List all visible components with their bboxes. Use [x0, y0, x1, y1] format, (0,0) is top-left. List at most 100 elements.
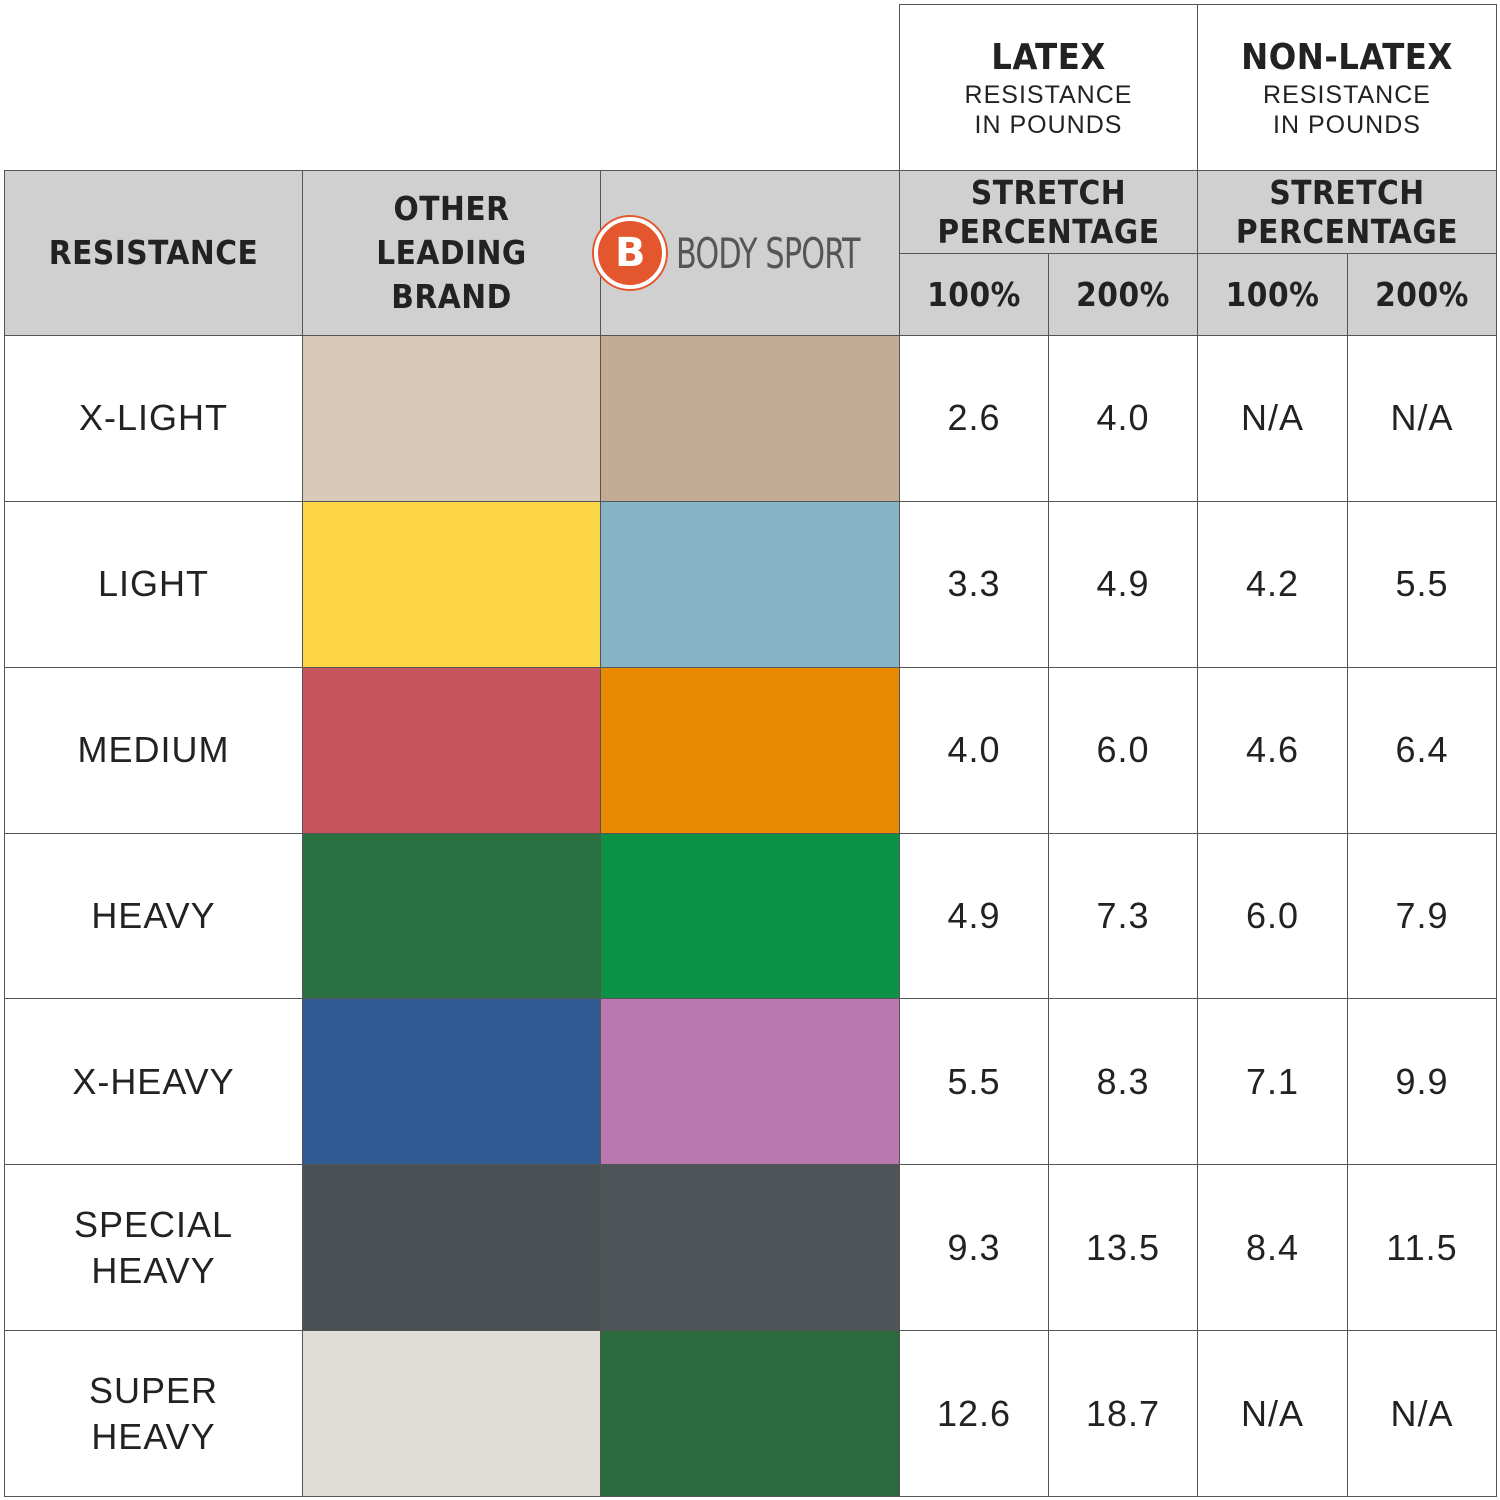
group-header: NON-LATEX RESISTANCE IN POUNDS	[1197, 4, 1497, 171]
stretch-header: STRETCH PERCENTAGE	[1197, 170, 1497, 254]
value: 9.3	[947, 1226, 1001, 1268]
value: N/A	[1240, 397, 1304, 439]
other-swatch	[302, 998, 601, 1166]
pct-header: 200%	[1347, 253, 1497, 336]
value: N/A	[1390, 397, 1454, 439]
bodysport-swatch	[600, 666, 900, 834]
value-cell: 5.5	[1347, 500, 1497, 668]
bodysport-swatch	[600, 1164, 900, 1332]
col-label: RESISTANCE	[48, 233, 259, 272]
value-cell: 7.1	[1197, 998, 1348, 1166]
value: 5.5	[947, 1060, 1001, 1102]
value-cell: 7.9	[1347, 832, 1497, 1000]
value-cell: 7.3	[1048, 832, 1198, 1000]
value-cell: 18.7	[1048, 1330, 1198, 1497]
value: 7.9	[1395, 894, 1449, 936]
value: 9.9	[1395, 1060, 1449, 1102]
resistance-label: SPECIAL HEAVY	[73, 1203, 234, 1291]
other-swatch	[302, 335, 601, 502]
value: 2.6	[947, 397, 1001, 439]
value-cell: 4.2	[1197, 500, 1348, 668]
resistance-label: SUPER HEAVY	[88, 1369, 219, 1457]
value-cell: 4.6	[1197, 666, 1348, 834]
value-cell: N/A	[1197, 335, 1348, 502]
value-cell: 6.0	[1048, 666, 1198, 834]
resistance-cell: HEAVY	[4, 832, 303, 1000]
group-header: LATEX RESISTANCE IN POUNDS	[899, 4, 1198, 171]
value: 5.5	[1395, 563, 1449, 605]
col-label: OTHER LEADING BRAND	[376, 189, 527, 316]
value: 7.1	[1245, 1060, 1300, 1102]
bodysport-swatch	[600, 1330, 900, 1497]
resistance-cell: LIGHT	[4, 500, 303, 668]
pct-label: 100%	[1225, 274, 1320, 314]
value-cell: 13.5	[1048, 1164, 1198, 1332]
value-cell: N/A	[1197, 1330, 1348, 1497]
resistance-label: HEAVY	[91, 894, 216, 936]
value-cell: 12.6	[899, 1330, 1049, 1497]
stretch-label: STRETCH PERCENTAGE	[1235, 173, 1459, 251]
bodysport-swatch	[600, 335, 900, 502]
value-cell: 4.0	[899, 666, 1049, 834]
logo-mark: B	[594, 217, 667, 289]
bodysport-swatch	[600, 998, 900, 1166]
value: N/A	[1240, 1392, 1304, 1434]
value: 11.5	[1386, 1226, 1458, 1268]
logo: B BODY SPORT	[594, 217, 906, 289]
value-cell: N/A	[1347, 335, 1497, 502]
value: 12.6	[936, 1392, 1012, 1434]
bodysport-swatch	[600, 500, 900, 668]
logo-text: BODY SPORT	[676, 228, 860, 278]
resistance-label: MEDIUM	[77, 729, 230, 771]
pct-header: 200%	[1048, 253, 1198, 336]
value-cell: 6.0	[1197, 832, 1348, 1000]
value-cell: 2.6	[899, 335, 1049, 502]
pct-header: 100%	[1197, 253, 1348, 336]
value-cell: 9.3	[899, 1164, 1049, 1332]
resistance-label: X-LIGHT	[78, 397, 228, 439]
value-cell: 9.9	[1347, 998, 1497, 1166]
value: 7.3	[1096, 894, 1150, 936]
value-cell: 4.0	[1048, 335, 1198, 502]
value: 6.0	[1096, 729, 1150, 771]
bodysport-swatch	[600, 832, 900, 1000]
value: 4.9	[1096, 563, 1150, 605]
pct-label: 200%	[1076, 274, 1170, 314]
value-cell: 3.3	[899, 500, 1049, 668]
group-title: NON-LATEX	[1241, 36, 1453, 78]
value: 6.4	[1395, 729, 1449, 771]
other-swatch	[302, 1330, 601, 1497]
value-cell: 6.4	[1347, 666, 1497, 834]
other-swatch	[302, 832, 601, 1000]
value-cell: 8.3	[1048, 998, 1198, 1166]
value: 8.3	[1096, 1060, 1150, 1102]
group-subtitle: RESISTANCE IN POUNDS	[964, 80, 1133, 139]
value: 4.0	[1096, 397, 1150, 439]
pct-label: 200%	[1375, 274, 1469, 314]
other-brand-header: OTHER LEADING BRAND	[302, 170, 601, 336]
value: 8.4	[1245, 1226, 1300, 1268]
value-cell: 4.9	[899, 832, 1049, 1000]
group-subtitle: RESISTANCE IN POUNDS	[1263, 80, 1431, 139]
value: 4.2	[1245, 563, 1300, 605]
other-swatch	[302, 1164, 601, 1332]
resistance-header: RESISTANCE	[4, 170, 303, 336]
other-swatch	[302, 666, 601, 834]
pct-header: 100%	[899, 253, 1049, 336]
value: N/A	[1390, 1392, 1454, 1434]
value: 13.5	[1085, 1226, 1161, 1268]
resistance-cell: SPECIAL HEAVY	[4, 1164, 303, 1332]
value: 4.9	[947, 894, 1001, 936]
bodysport-header: B BODY SPORT	[594, 170, 900, 336]
pct-label: 100%	[927, 274, 1021, 314]
value-cell: 8.4	[1197, 1164, 1348, 1332]
other-swatch	[302, 500, 601, 668]
stretch-label: STRETCH PERCENTAGE	[937, 173, 1160, 251]
stretch-header: STRETCH PERCENTAGE	[899, 170, 1198, 254]
value: 18.7	[1085, 1392, 1161, 1434]
value-cell: 5.5	[899, 998, 1049, 1166]
value: 4.0	[947, 729, 1001, 771]
value: 3.3	[947, 563, 1001, 605]
resistance-label: LIGHT	[97, 563, 209, 605]
